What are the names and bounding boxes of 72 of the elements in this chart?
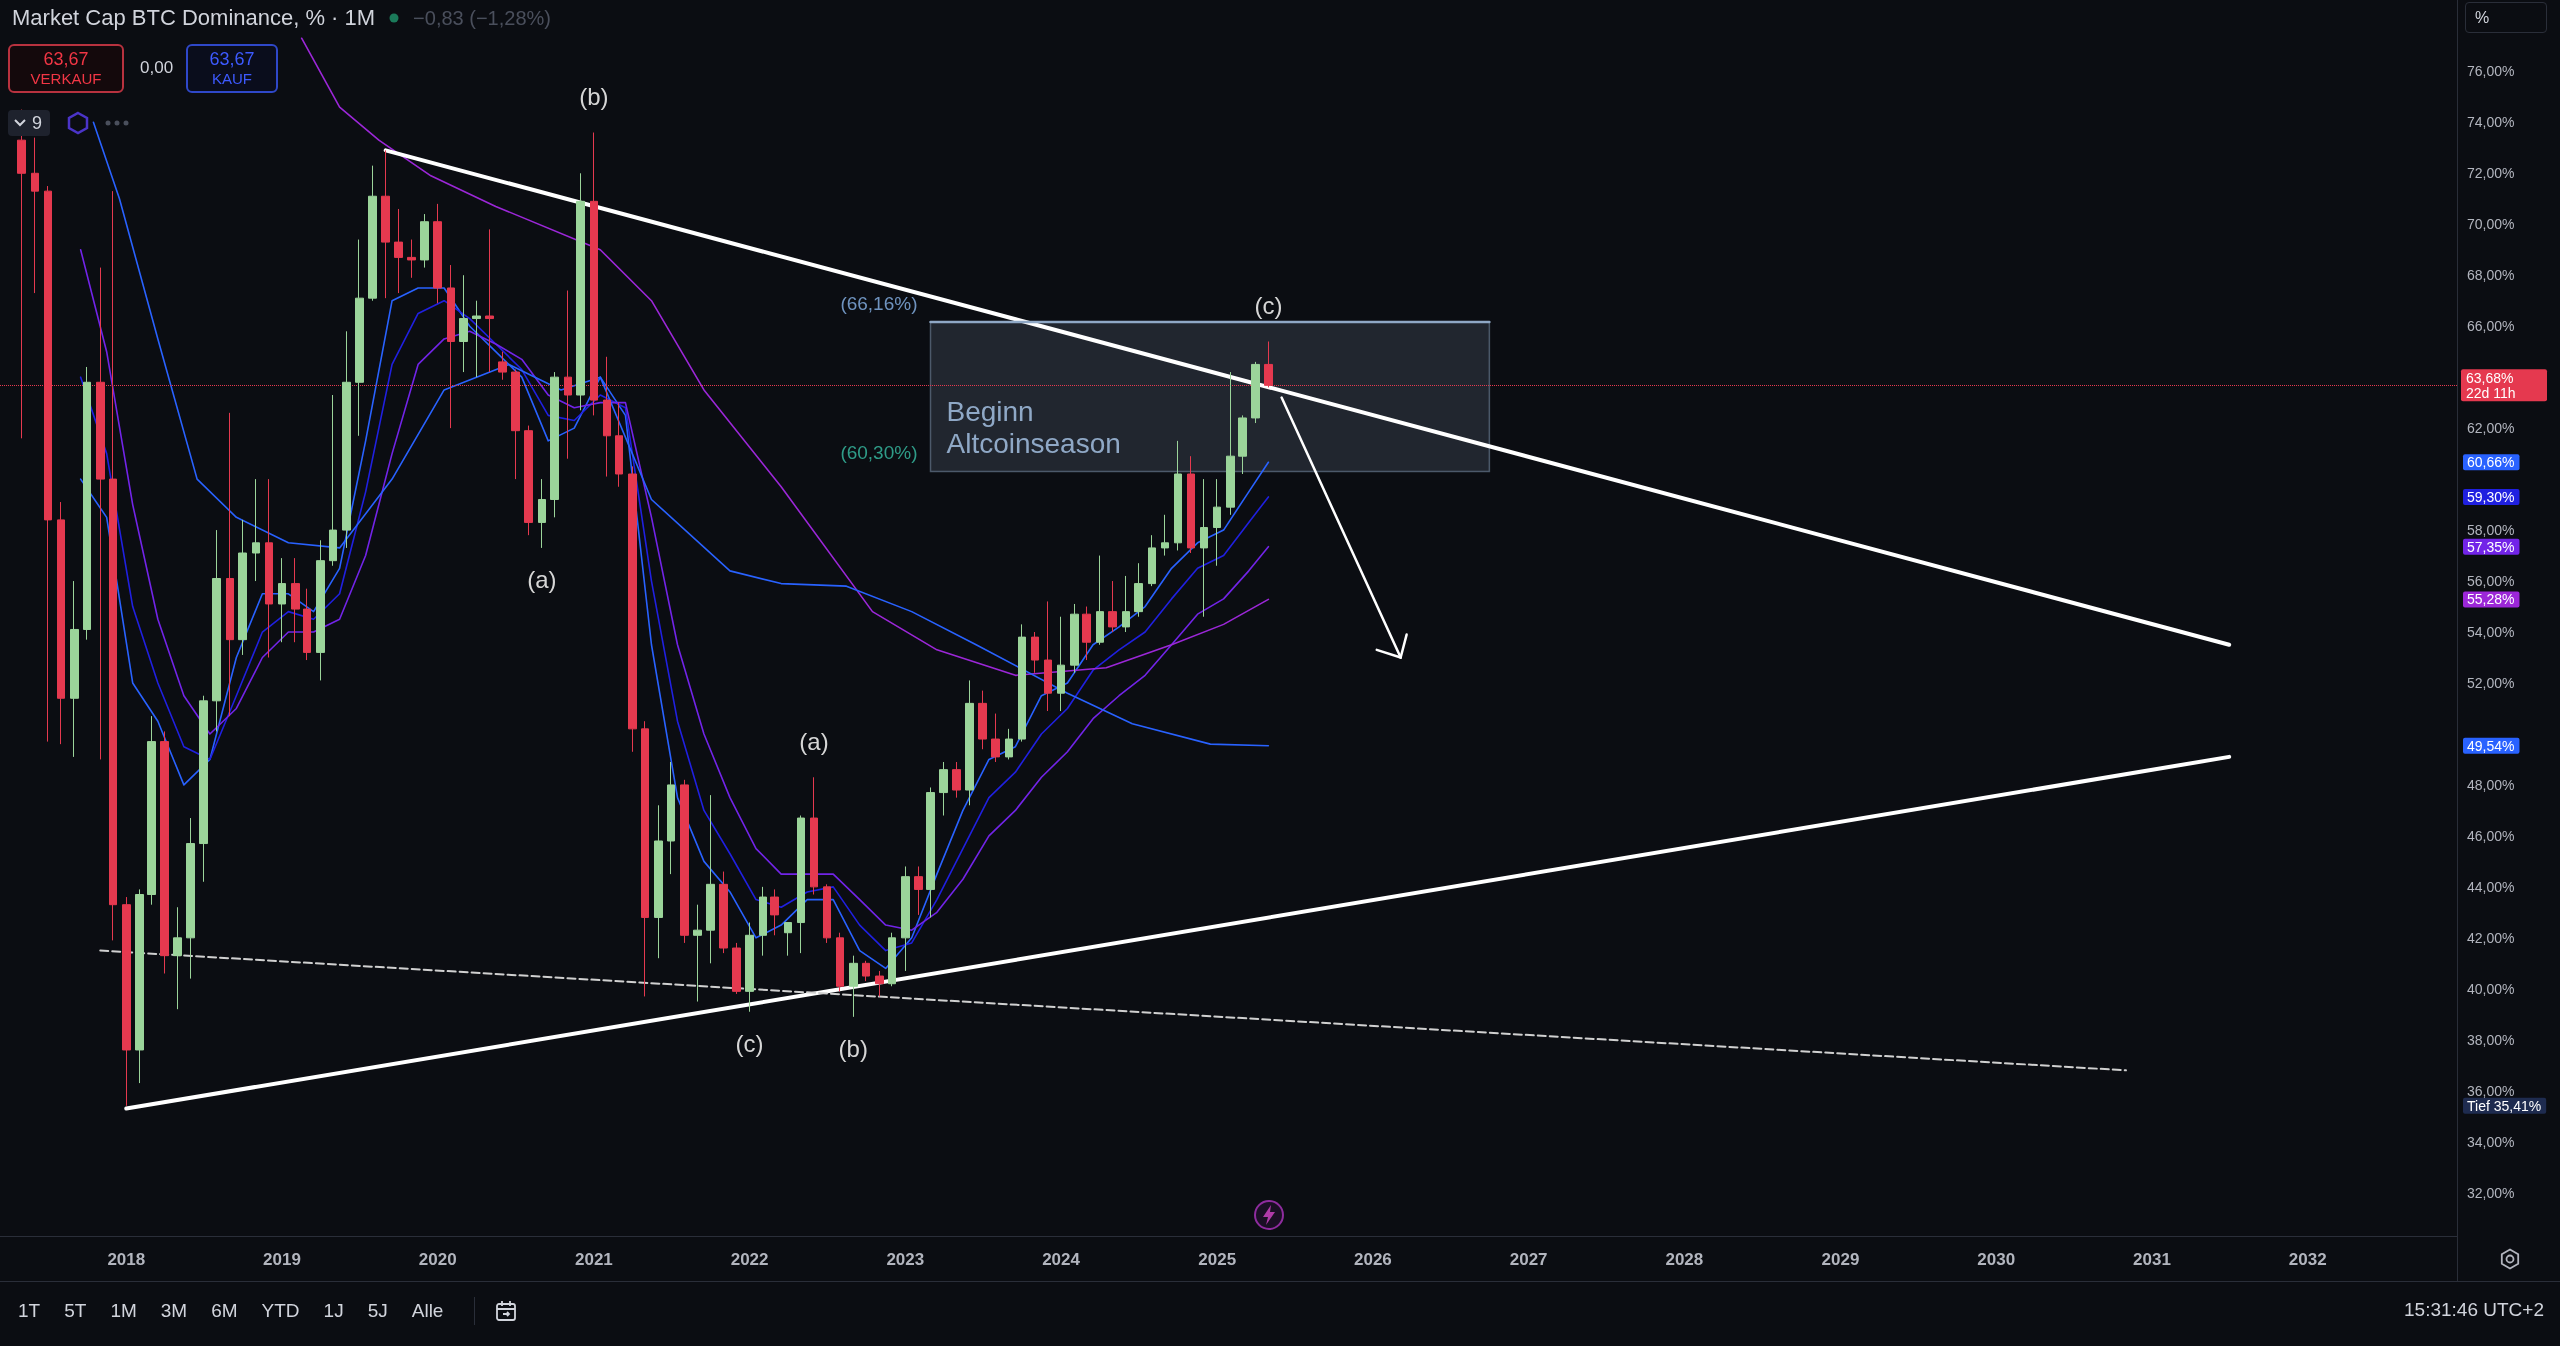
- y-tick-label: Tief 35,41%: [2467, 1097, 2542, 1114]
- text: 6M: [211, 1300, 238, 1322]
- y-tick-label: 76,00%: [2467, 63, 2515, 80]
- y-tick-label: 46,00%: [2467, 827, 2515, 844]
- x-tick-label: 2029: [1821, 1250, 1860, 1269]
- y-tick-label: 55,28%: [2467, 591, 2515, 608]
- annotation: (c): [1254, 291, 1283, 319]
- annotation: (a): [527, 566, 557, 594]
- annotation: (c): [735, 1030, 764, 1058]
- x-tick-label: 2025: [1198, 1250, 1237, 1269]
- y-tick-label: 62,00%: [2467, 420, 2515, 437]
- annotation: 9: [32, 112, 43, 134]
- text: Alle: [411, 1300, 444, 1322]
- y-tick-label: 56,00%: [2467, 573, 2515, 590]
- y-tick-label: 34,00%: [2467, 1133, 2515, 1150]
- buy-button: 63,67 KAUF: [186, 44, 278, 93]
- annotation: 63,67: [208, 48, 256, 70]
- text: 15:31:46 UTC+2: [2404, 1299, 2544, 1321]
- x-tick-label: 2024: [1042, 1250, 1081, 1269]
- y-tick-label: 44,00%: [2467, 878, 2515, 895]
- text: 1M: [110, 1300, 137, 1322]
- y-tick-label: 58,00%: [2467, 522, 2515, 539]
- y-tick-label: 36,00%: [2467, 1082, 2515, 1099]
- annotation: (60,30%): [840, 441, 918, 463]
- x-tick-label: 2028: [1665, 1250, 1704, 1269]
- annotation: VERKAUF: [29, 70, 103, 88]
- y-tick-label: 32,00%: [2467, 1184, 2515, 1201]
- x-tick-label: 2022: [730, 1250, 769, 1269]
- text: 1J: [323, 1300, 344, 1322]
- annotation: 0,00: [140, 58, 174, 78]
- y-tick-label: 48,00%: [2467, 776, 2515, 793]
- x-tick-label: 2027: [1509, 1250, 1548, 1269]
- text: 5J: [367, 1300, 388, 1322]
- x-tick-label: 2018: [107, 1250, 146, 1269]
- chart-subtitle: −0,83 (−1,28%): [413, 6, 551, 30]
- y-tick-label: 57,35%: [2467, 538, 2515, 555]
- x-tick-label: 2021: [574, 1250, 613, 1269]
- y-tick-label: 70,00%: [2467, 216, 2515, 233]
- x-tick-label: 2032: [2288, 1250, 2327, 1269]
- y-tick-label: 49,54%: [2467, 737, 2515, 754]
- annotation: (b): [838, 1035, 868, 1063]
- annotation: KAUF: [211, 70, 253, 88]
- annotation: (b): [579, 83, 609, 111]
- x-tick-label: 2031: [2133, 1250, 2171, 1269]
- x-tick-label: 2019: [263, 1250, 301, 1269]
- x-tick-label: 2030: [1977, 1250, 2016, 1269]
- y-tick-label: 54,00%: [2467, 624, 2515, 641]
- y-tick-label: 42,00%: [2467, 929, 2515, 946]
- y-tick-label: 59,30%: [2467, 488, 2515, 505]
- text: YTD: [261, 1300, 300, 1322]
- x-tick-label: 2023: [886, 1250, 925, 1269]
- y-tick-label: 68,00%: [2467, 267, 2515, 284]
- y-tick-label: 60,66%: [2467, 454, 2515, 471]
- y-tick-label: 66,00%: [2467, 318, 2515, 335]
- sell-button: 63,67 VERKAUF: [8, 44, 124, 93]
- y-tick-label: 72,00%: [2467, 165, 2515, 182]
- ref-line-label: 63,68% 22d 11h: [2466, 369, 2516, 401]
- text: Beginn Altcoinseason: [946, 395, 1121, 459]
- text: %: [2475, 9, 2490, 27]
- y-tick-label: 40,00%: [2467, 980, 2515, 997]
- annotation: (66,16%): [840, 292, 918, 314]
- text: 5T: [64, 1300, 87, 1322]
- y-tick-label: 74,00%: [2467, 114, 2515, 131]
- text: 1T: [18, 1300, 41, 1322]
- annotation: (a): [799, 727, 829, 755]
- y-tick-label: 38,00%: [2467, 1031, 2515, 1048]
- annotation: 63,67: [42, 48, 90, 70]
- text: 3M: [160, 1300, 188, 1322]
- chart-title: Market Cap BTC Dominance, % · 1M: [12, 5, 376, 31]
- x-tick-label: 2026: [1354, 1250, 1392, 1269]
- y-tick-label: 52,00%: [2467, 674, 2515, 691]
- x-tick-label: 2020: [418, 1250, 457, 1269]
